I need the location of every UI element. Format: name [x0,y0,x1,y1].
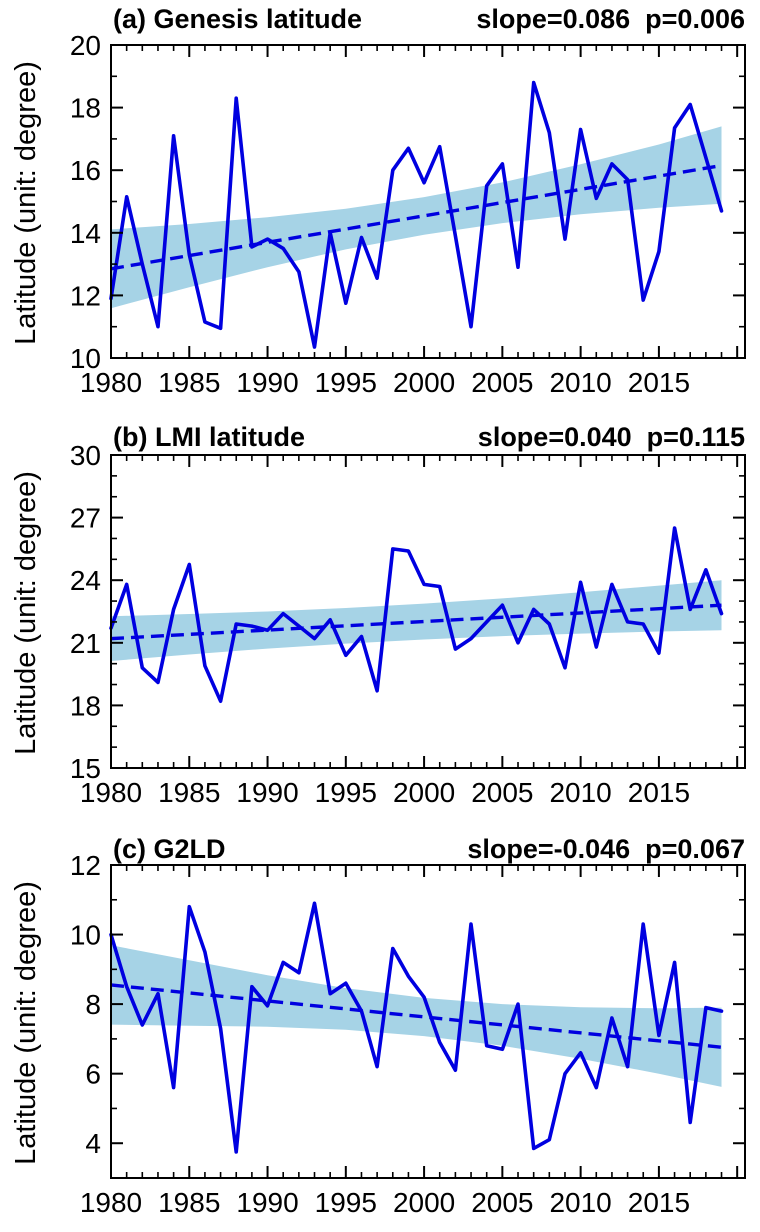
x-tick-label: 2005 [471,1187,533,1218]
x-tick-label: 2015 [628,777,690,808]
y-tick-label: 12 [70,280,101,311]
x-tick-label: 1995 [315,367,377,398]
y-tick-label: 10 [70,920,101,951]
x-tick-label: 1985 [158,367,220,398]
trend-line [110,163,722,271]
y-tick-label: 12 [70,850,101,881]
y-tick-label: 4 [85,1128,101,1159]
plot-border [110,864,746,1179]
panel-b-chart: 1980 1985 1990 1995 2000 2005 2010 2015 15 18 21 24… [70,440,746,808]
y-tick-label: 20 [70,30,101,61]
x-tick-label: 1995 [315,1187,377,1218]
panel-c-stats: slope=-0.046 p=0.067 [467,834,745,864]
panel-a: 1980 1985 1990 1995 2000 2005 2010 2015 10 12 14 16… [0,0,760,410]
x-tick-label: 2010 [549,367,611,398]
y-tick-label: 27 [70,503,101,534]
x-tick-label: 1980 [80,367,142,398]
y-tick-label: 24 [70,565,101,596]
panel-c: 1980 1985 1990 1995 2000 2005 2010 2015 4 6 8 10 12 … [0,820,760,1232]
x-tick-label: 1990 [236,1187,298,1218]
x-tick-label: 2010 [549,1187,611,1218]
x-tick-label: 1985 [158,777,220,808]
x-tick-label: 1980 [80,1187,142,1218]
x-tick-label: 1990 [236,367,298,398]
plot-border [110,454,746,769]
y-tick-label: 18 [70,690,101,721]
panel-c-chart: 1980 1985 1990 1995 2000 2005 2010 2015 4 6 8 10 12 [70,850,746,1218]
panel-a-ylabel: Latitude (unit: degree) [10,61,42,345]
panel-a-chart: 1980 1985 1990 1995 2000 2005 2010 2015 10 12 14 16… [70,30,746,398]
y-tick-label: 14 [70,218,101,249]
data-series-line [109,80,724,349]
data-series-line [109,901,724,1154]
y-tick-label: 18 [70,93,101,124]
y-tick-label: 16 [70,155,101,186]
y-tick-label: 30 [70,440,101,471]
x-tick-label: 1990 [236,777,298,808]
x-tick-label: 1985 [158,1187,220,1218]
x-tick-label: 2010 [549,777,611,808]
x-tick-label: 2000 [393,777,455,808]
panel-b-stats: slope=0.040 p=0.115 [477,422,745,452]
data-series-line [109,526,724,704]
x-tick-label: 2015 [628,367,690,398]
x-tick-label: 1980 [80,777,142,808]
panel-c-title: (c) G2LD [113,834,226,864]
trend-line [110,603,722,641]
panel-b-ylabel: Latitude (unit: degree) [10,471,42,755]
y-tick-label: 15 [70,753,101,784]
panel-c-ylabel: Latitude (unit: degree) [10,881,42,1165]
x-tick-label: 2000 [393,1187,455,1218]
x-tick-label: 2000 [393,367,455,398]
panel-a-title: (a) Genesis latitude [113,4,363,34]
y-tick-label: 21 [70,628,101,659]
y-tick-label: 8 [85,989,101,1020]
x-tick-label: 2005 [471,367,533,398]
x-tick-label: 1995 [315,777,377,808]
panel-a-stats: slope=0.086 p=0.006 [476,4,745,34]
panel-b-title: (b) LMI latitude [113,422,305,452]
y-tick-label: 6 [85,1059,101,1090]
x-tick-label: 2005 [471,777,533,808]
x-tick-label: 2015 [628,1187,690,1218]
y-tick-label: 10 [70,343,101,374]
panel-b: 1980 1985 1990 1995 2000 2005 2010 2015 15 18 21 24… [0,410,760,820]
